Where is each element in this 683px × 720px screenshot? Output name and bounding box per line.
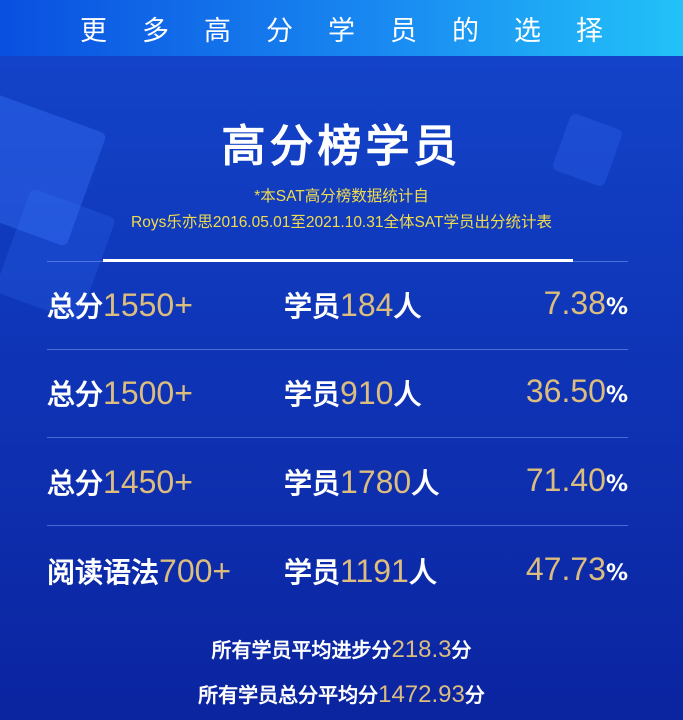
count-value: 1780 bbox=[340, 464, 412, 500]
score-row: 总分1500+ 学员910人 36.50% bbox=[47, 373, 628, 413]
banner: 更多高分学员的选择 bbox=[0, 0, 683, 56]
tier-score: 1500+ bbox=[103, 375, 193, 411]
avg-total-label: 所有学员总分平均分 bbox=[198, 683, 379, 707]
tier-score: 700+ bbox=[159, 553, 232, 589]
divider bbox=[47, 525, 628, 526]
count-prefix: 学员 bbox=[284, 467, 341, 500]
count-prefix: 学员 bbox=[284, 378, 341, 411]
avg-total-score: 所有学员总分平均分1472.93分 bbox=[0, 679, 683, 709]
percentage: 71.40% bbox=[526, 462, 628, 499]
banner-text: 更多高分学员的选择 bbox=[80, 15, 638, 47]
percent-value: 47.73 bbox=[525, 551, 606, 587]
count-unit: 人 bbox=[411, 467, 440, 500]
student-count: 学员910人 bbox=[284, 373, 421, 413]
count-prefix: 学员 bbox=[284, 290, 341, 323]
percent-sign: % bbox=[605, 295, 628, 320]
count-value: 910 bbox=[340, 375, 394, 411]
student-count: 学员184人 bbox=[284, 285, 421, 325]
page-title: 高分榜学员 bbox=[221, 121, 462, 172]
divider-highlight bbox=[103, 259, 573, 262]
count-value: 184 bbox=[340, 287, 394, 323]
tier-score: 1550+ bbox=[103, 287, 193, 323]
tier-label: 总分 bbox=[47, 290, 104, 323]
count-prefix: 学员 bbox=[284, 556, 341, 589]
tier-label: 总分 bbox=[47, 467, 104, 500]
percentage: 7.38% bbox=[544, 285, 628, 322]
tier-label: 阅读语法 bbox=[47, 556, 160, 589]
count-unit: 人 bbox=[393, 290, 422, 323]
score-row: 总分1450+ 学员1780人 71.40% bbox=[47, 462, 628, 502]
student-count: 学员1191人 bbox=[284, 551, 437, 591]
percent-sign: % bbox=[605, 472, 628, 497]
unit: 分 bbox=[464, 683, 485, 707]
score-tier: 总分1550+ bbox=[47, 285, 193, 325]
percent-sign: % bbox=[605, 561, 628, 586]
score-row: 总分1550+ 学员184人 7.38% bbox=[47, 285, 628, 325]
avg-improvement: 所有学员平均进步分218.3分 bbox=[0, 634, 683, 664]
percentage: 47.73% bbox=[526, 551, 628, 588]
score-tier: 阅读语法700+ bbox=[47, 551, 231, 591]
avg-improvement-value: 218.3 bbox=[391, 636, 452, 663]
percent-value: 36.50 bbox=[525, 373, 606, 409]
tier-label: 总分 bbox=[47, 378, 104, 411]
score-tier: 总分1450+ bbox=[47, 462, 193, 502]
unit: 分 bbox=[451, 638, 472, 662]
subtitle-line1: *本SAT高分榜数据统计自 bbox=[254, 188, 429, 205]
score-row: 阅读语法700+ 学员1191人 47.73% bbox=[47, 551, 628, 591]
divider bbox=[47, 349, 628, 350]
subtitle-line2: Roys乐亦思2016.05.01至2021.10.31全体SAT学员出分统计表 bbox=[131, 214, 552, 231]
count-unit: 人 bbox=[408, 556, 437, 589]
percent-value: 71.40 bbox=[525, 462, 606, 498]
percent-sign: % bbox=[605, 383, 628, 408]
percent-value: 7.38 bbox=[543, 285, 606, 321]
avg-improvement-label: 所有学员平均进步分 bbox=[211, 638, 392, 662]
count-value: 1191 bbox=[340, 553, 409, 589]
score-tier: 总分1500+ bbox=[47, 373, 193, 413]
divider bbox=[47, 437, 628, 438]
tier-score: 1450+ bbox=[103, 464, 193, 500]
percentage: 36.50% bbox=[526, 373, 628, 410]
avg-total-value: 1472.93 bbox=[378, 681, 465, 708]
student-count: 学员1780人 bbox=[284, 462, 439, 502]
count-unit: 人 bbox=[393, 378, 422, 411]
